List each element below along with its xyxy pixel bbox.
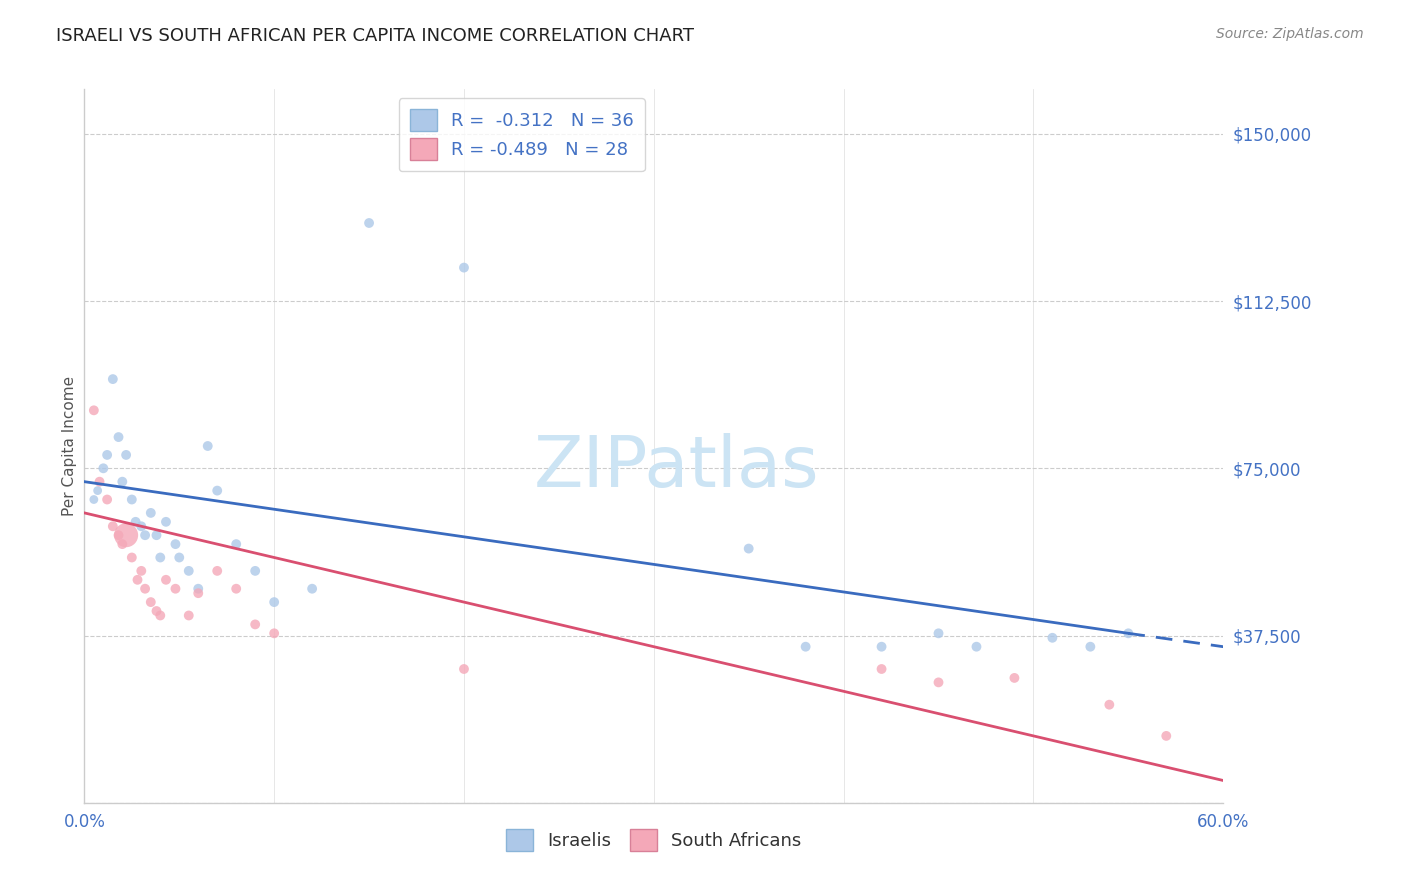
Point bbox=[207, 483, 229, 498]
Point bbox=[96, 492, 118, 507]
Text: ISRAELI VS SOUTH AFRICAN PER CAPITA INCOME CORRELATION CHART: ISRAELI VS SOUTH AFRICAN PER CAPITA INCO… bbox=[56, 27, 695, 45]
Point bbox=[111, 475, 134, 489]
Point bbox=[83, 403, 105, 417]
Point bbox=[928, 626, 950, 640]
Point bbox=[131, 519, 153, 533]
Point bbox=[301, 582, 323, 596]
Point bbox=[115, 528, 138, 542]
Point bbox=[245, 617, 267, 632]
Point bbox=[738, 541, 761, 556]
Text: Source: ZipAtlas.com: Source: ZipAtlas.com bbox=[1216, 27, 1364, 41]
Point bbox=[794, 640, 817, 654]
Point bbox=[1080, 640, 1102, 654]
Point bbox=[1156, 729, 1178, 743]
Point bbox=[169, 550, 191, 565]
Point bbox=[149, 550, 172, 565]
Point bbox=[453, 662, 475, 676]
Point bbox=[121, 550, 143, 565]
Point bbox=[96, 448, 118, 462]
Point bbox=[225, 582, 247, 596]
Point bbox=[1118, 626, 1140, 640]
Point bbox=[155, 573, 177, 587]
Point bbox=[187, 586, 209, 600]
Point bbox=[187, 582, 209, 596]
Y-axis label: Per Capita Income: Per Capita Income bbox=[62, 376, 77, 516]
Point bbox=[165, 582, 187, 596]
Point bbox=[359, 216, 381, 230]
Point bbox=[149, 608, 172, 623]
Point bbox=[93, 461, 115, 475]
Point bbox=[101, 519, 124, 533]
Point bbox=[101, 372, 124, 386]
Point bbox=[121, 492, 143, 507]
Point bbox=[245, 564, 267, 578]
Point bbox=[225, 537, 247, 551]
Point bbox=[139, 595, 162, 609]
Point bbox=[1042, 631, 1064, 645]
Point bbox=[177, 608, 200, 623]
Point bbox=[115, 448, 138, 462]
Point bbox=[263, 595, 285, 609]
Point bbox=[263, 626, 285, 640]
Point bbox=[207, 564, 229, 578]
Point bbox=[453, 260, 475, 275]
Point bbox=[177, 564, 200, 578]
Point bbox=[134, 528, 156, 542]
Point bbox=[83, 492, 105, 507]
Point bbox=[165, 537, 187, 551]
Legend: Israelis, South Africans: Israelis, South Africans bbox=[499, 822, 808, 858]
Point bbox=[1004, 671, 1026, 685]
Point bbox=[89, 475, 111, 489]
Point bbox=[145, 528, 167, 542]
Point bbox=[86, 483, 108, 498]
Point bbox=[197, 439, 219, 453]
Point bbox=[127, 573, 149, 587]
Point bbox=[107, 430, 129, 444]
Point bbox=[155, 515, 177, 529]
Point bbox=[870, 662, 893, 676]
Point bbox=[145, 604, 167, 618]
Point bbox=[131, 564, 153, 578]
Point bbox=[1098, 698, 1121, 712]
Point bbox=[139, 506, 162, 520]
Text: ZIPatlas: ZIPatlas bbox=[534, 433, 820, 502]
Point bbox=[134, 582, 156, 596]
Point bbox=[111, 537, 134, 551]
Point bbox=[124, 515, 146, 529]
Point bbox=[928, 675, 950, 690]
Point bbox=[966, 640, 988, 654]
Point bbox=[107, 528, 129, 542]
Point bbox=[870, 640, 893, 654]
